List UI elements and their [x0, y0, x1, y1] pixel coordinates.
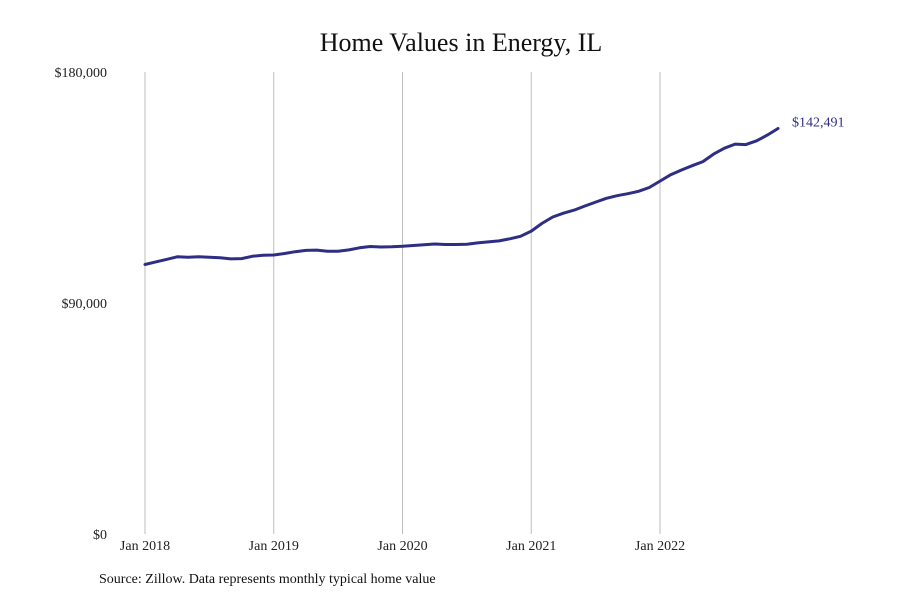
y-axis-ticks: $0 $90,000 $180,000 — [55, 66, 108, 543]
chart-title: Home Values in Energy, IL — [320, 28, 603, 57]
x-tick-label: Jan 2018 — [120, 539, 170, 554]
x-tick-label: Jan 2021 — [506, 539, 556, 554]
y-tick-label: $180,000 — [55, 66, 108, 81]
x-tick-label: Jan 2019 — [249, 539, 299, 554]
end-value-label: $142,491 — [792, 115, 845, 130]
x-tick-label: Jan 2020 — [377, 539, 427, 554]
y-tick-label: $90,000 — [62, 297, 108, 312]
x-axis-ticks: Jan 2018 Jan 2019 Jan 2020 Jan 2021 Jan 2022 — [120, 539, 685, 554]
x-gridlines — [144, 72, 661, 534]
source-note: Source: Zillow. Data represents monthly … — [99, 572, 436, 587]
x-tick-label: Jan 2022 — [635, 539, 685, 554]
y-tick-label: $0 — [93, 528, 107, 543]
series-line-home-value — [143, 127, 780, 266]
